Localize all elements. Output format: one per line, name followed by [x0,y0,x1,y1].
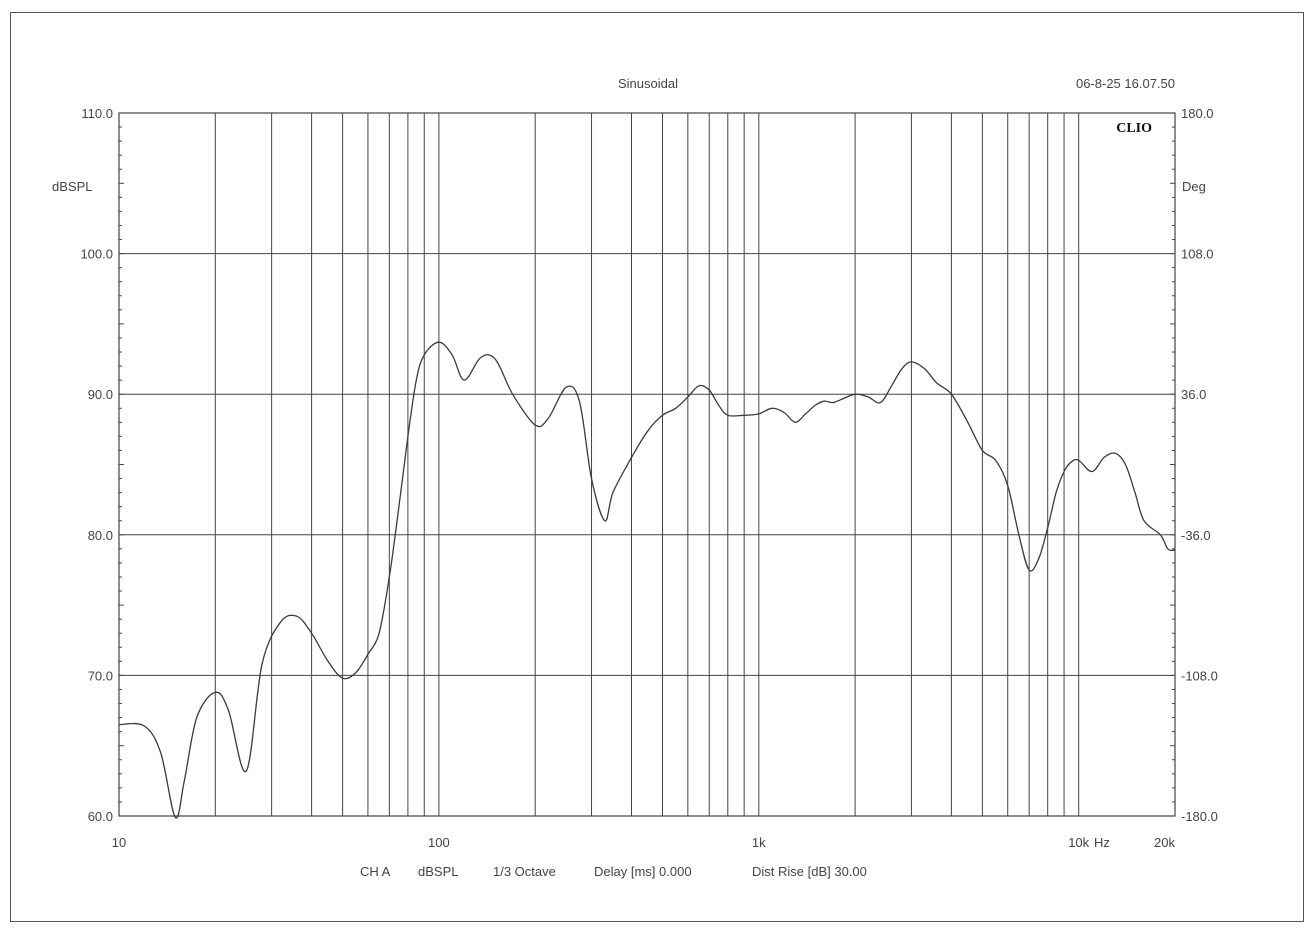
y-tick-label: 90.0 [88,387,113,402]
y-axis: 110.0 100.0 90.0 80.0 70.0 60.0 [80,106,113,824]
footer-delay: Delay [ms] 0.000 [594,864,692,879]
y-tick-label: 60.0 [88,809,113,824]
x-tick-label: 100 [428,835,450,850]
chart-title: Sinusoidal [618,76,678,91]
y2-tick-label: 108.0 [1181,247,1214,262]
x-tick-label: 10k [1068,835,1089,850]
plot-area-border [118,112,1176,817]
y2-axis-label: Deg [1182,179,1206,194]
x-tick-label: 20k [1154,835,1175,850]
x-unit-label: Hz [1094,835,1110,850]
y-tick-label: 100.0 [80,247,113,262]
y-tick-label: 110.0 [81,106,113,121]
x-axis: 10 100 1k 10k 20k [112,835,1176,850]
y2-tick-label: -36.0 [1181,528,1211,543]
y-axis-label: dBSPL [52,179,92,194]
chart-frame [10,12,1304,922]
footer-channel: CH A [360,864,391,879]
y-tick-label: 80.0 [88,528,113,543]
y2-tick-label: -108.0 [1181,668,1218,683]
response-curve [118,341,1176,819]
y2-tick-label: -180.0 [1181,809,1218,824]
x-tick-label: 10 [112,835,126,850]
y-tick-label: 70.0 [88,668,113,683]
clio-logo: CLIO [1116,121,1152,136]
timestamp: 06-8-25 16.07.50 [1076,76,1175,91]
grid [119,112,1175,817]
footer-smoothing: 1/3 Octave [493,864,556,879]
footer-dist-rise: Dist Rise [dB] 30.00 [752,864,867,879]
y2-axis: 180.0 108.0 36.0 -36.0 -108.0 -180.0 [1181,106,1218,824]
footer-unit: dBSPL [418,864,458,879]
x-tick-label: 1k [752,835,766,850]
y2-tick-label: 36.0 [1181,387,1206,402]
y2-tick-label: 180.0 [1181,106,1214,121]
